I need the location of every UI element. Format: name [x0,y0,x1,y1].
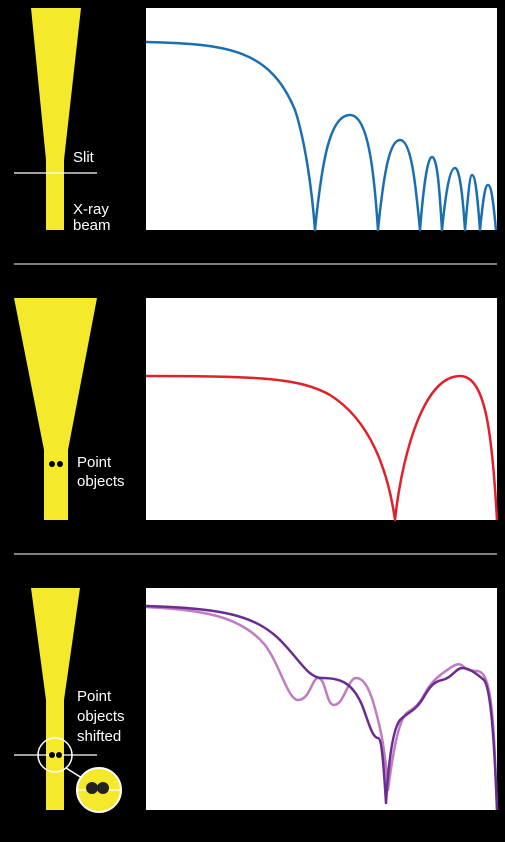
point-object [86,782,98,794]
plot-area [146,298,497,520]
point-object [56,752,62,758]
label: shifted [77,728,121,745]
point-object [57,461,63,467]
point-object [97,782,109,794]
label: Slit [73,149,95,166]
plot-area [146,588,497,810]
point-object [49,461,55,467]
label: objects [77,708,125,725]
plot-area [146,8,497,230]
page: Slit X-ray beam Point objects Point obje… [0,0,505,842]
label: Point [77,454,112,471]
label: objects [77,473,125,490]
label: beam [73,217,111,234]
label: Point [77,688,112,705]
figure: Slit X-ray beam Point objects Point obje… [0,0,505,842]
point-object [49,752,55,758]
label: X-ray [73,201,109,218]
